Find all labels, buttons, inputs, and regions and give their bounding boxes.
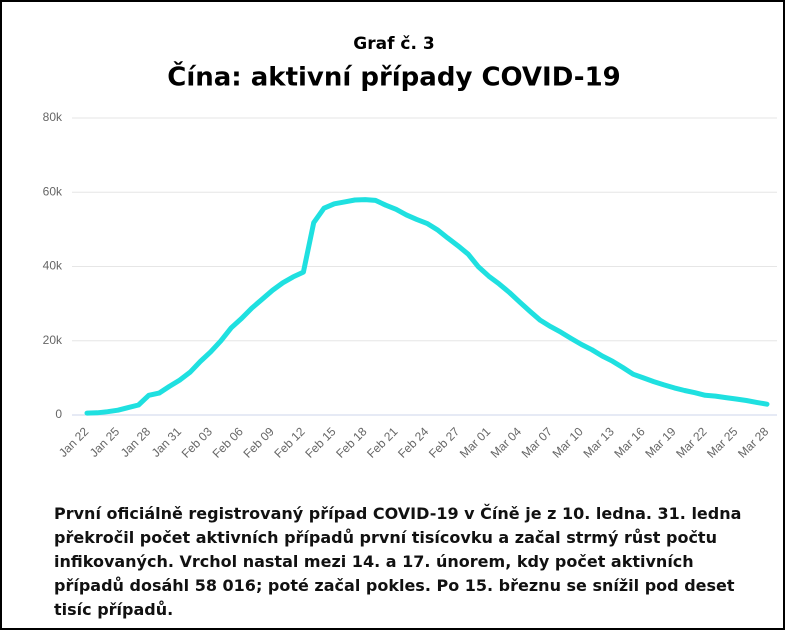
x-tick-label: Mar 07 — [519, 424, 556, 461]
x-tick-label: Mar 22 — [673, 424, 710, 461]
x-tick-label: Mar 19 — [642, 424, 679, 461]
x-tick-label: Jan 31 — [149, 424, 185, 460]
x-tick-label: Feb 21 — [364, 424, 401, 461]
x-tick-label: Jan 25 — [87, 424, 123, 460]
x-tick-label: Mar 10 — [550, 424, 587, 461]
caption: První oficiálně registrovaný případ COVI… — [54, 504, 742, 619]
x-tick-label: Mar 13 — [581, 424, 618, 461]
chart-title: Graf č. 3 — [353, 34, 434, 54]
x-tick-label: Mar 04 — [488, 424, 525, 461]
y-tick-label: 40k — [43, 259, 63, 273]
chart-subtitle: Čína: aktivní případy COVID-19 — [167, 61, 621, 93]
x-tick-label: Feb 12 — [271, 424, 308, 461]
chart: Graf č. 3 Čína: aktivní případy COVID-19… — [43, 34, 777, 461]
y-tick-label: 20k — [43, 333, 63, 347]
x-tick-label: Feb 09 — [241, 424, 278, 461]
x-tick-label: Mar 01 — [457, 424, 494, 461]
x-tick-label: Jan 28 — [118, 424, 154, 460]
x-tick-label: Feb 03 — [179, 424, 216, 461]
x-tick-label: Jan 22 — [56, 424, 92, 460]
x-tick-label: Mar 28 — [735, 424, 772, 461]
x-tick-label: Feb 18 — [333, 424, 370, 461]
y-tick-label: 80k — [43, 110, 63, 124]
x-tick-label: Mar 16 — [611, 424, 648, 461]
x-tick-label: Feb 27 — [426, 424, 463, 461]
y-tick-label: 60k — [43, 184, 63, 198]
y-tick-label: 0 — [55, 407, 62, 421]
x-tick-label: Feb 15 — [302, 424, 339, 461]
x-tick-label: Mar 25 — [704, 424, 741, 461]
x-tick-label: Feb 06 — [210, 424, 247, 461]
x-tick-label: Feb 24 — [395, 424, 432, 461]
data-line — [84, 197, 770, 416]
